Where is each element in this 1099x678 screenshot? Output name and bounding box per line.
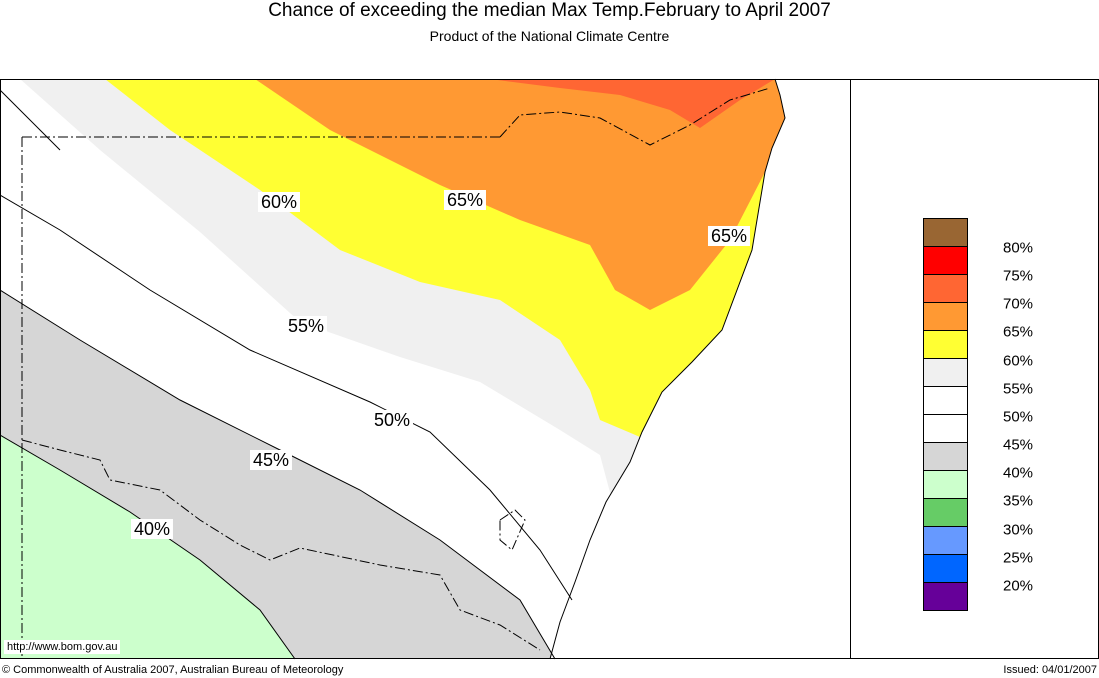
map-subtitle: Product of the National Climate Centre (429, 28, 670, 44)
legend-label: 45% (1003, 436, 1034, 454)
issued-date: Issued: 04/01/2007 (1003, 664, 1097, 676)
legend-label: 50% (1003, 408, 1034, 426)
legend-label: 35% (1003, 492, 1034, 510)
legend-swatch (924, 247, 967, 275)
legend-swatch (924, 555, 967, 583)
legend-label: 55% (1003, 380, 1034, 398)
band-65-70 (255, 79, 785, 659)
legend-label: 80% (1003, 239, 1034, 257)
bom-url-link[interactable]: http://www.bom.gov.au (4, 640, 121, 654)
contour-label: 40% (130, 519, 174, 539)
legend-label: 40% (1003, 464, 1034, 482)
legend-swatch (924, 359, 967, 387)
contour-label: 50% (370, 410, 414, 430)
legend-swatch (924, 303, 967, 331)
contour-label: 65% (443, 190, 487, 210)
state-borders (21, 87, 771, 659)
legend-label: 25% (1003, 549, 1034, 567)
coastline (549, 78, 786, 660)
legend-swatch (924, 583, 967, 611)
color-legend (923, 218, 968, 611)
contour-label: 60% (257, 192, 301, 212)
legend-swatch (924, 331, 967, 359)
legend-swatch (924, 275, 967, 303)
legend-label: 20% (1003, 577, 1034, 595)
legend-swatch (924, 471, 967, 499)
legend-swatch (924, 415, 967, 443)
legend-label: 70% (1003, 295, 1034, 313)
legend-label: 30% (1003, 521, 1034, 538)
contour-label: 45% (249, 450, 293, 470)
legend-swatch (924, 527, 967, 555)
map-title: Chance of exceeding the median Max Temp.… (268, 0, 831, 21)
legend-swatch (924, 443, 967, 471)
legend-label: 65% (1003, 323, 1034, 341)
legend-swatch (924, 219, 967, 247)
legend-label: 60% (1003, 352, 1034, 370)
contour-label: 65% (707, 226, 751, 246)
legend-swatch (924, 499, 967, 527)
legend-frame (850, 79, 1099, 659)
legend-swatch (924, 387, 967, 415)
contour-label: 55% (284, 316, 328, 336)
legend-label: 75% (1003, 267, 1034, 285)
band-70-75 (490, 79, 775, 128)
copyright-text: © Commonwealth of Australia 2007, Austra… (2, 664, 344, 676)
